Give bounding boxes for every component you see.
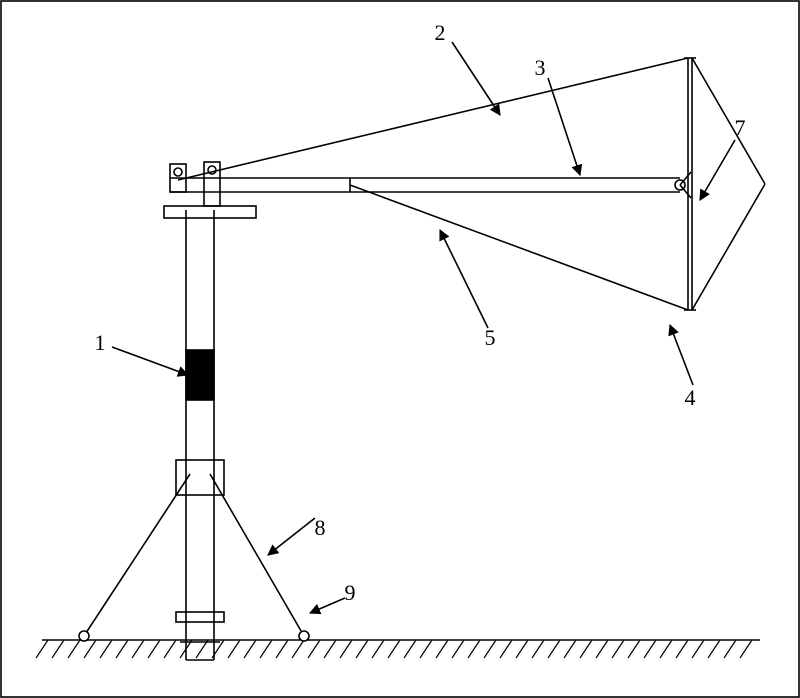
label-1: 1 [95, 330, 106, 355]
label-2: 2 [435, 20, 446, 45]
label-5: 5 [485, 325, 496, 350]
label-7: 7 [735, 115, 746, 140]
label-8: 8 [315, 515, 326, 540]
label-9: 9 [345, 580, 356, 605]
label-4: 4 [685, 385, 696, 410]
label-3: 3 [535, 55, 546, 80]
